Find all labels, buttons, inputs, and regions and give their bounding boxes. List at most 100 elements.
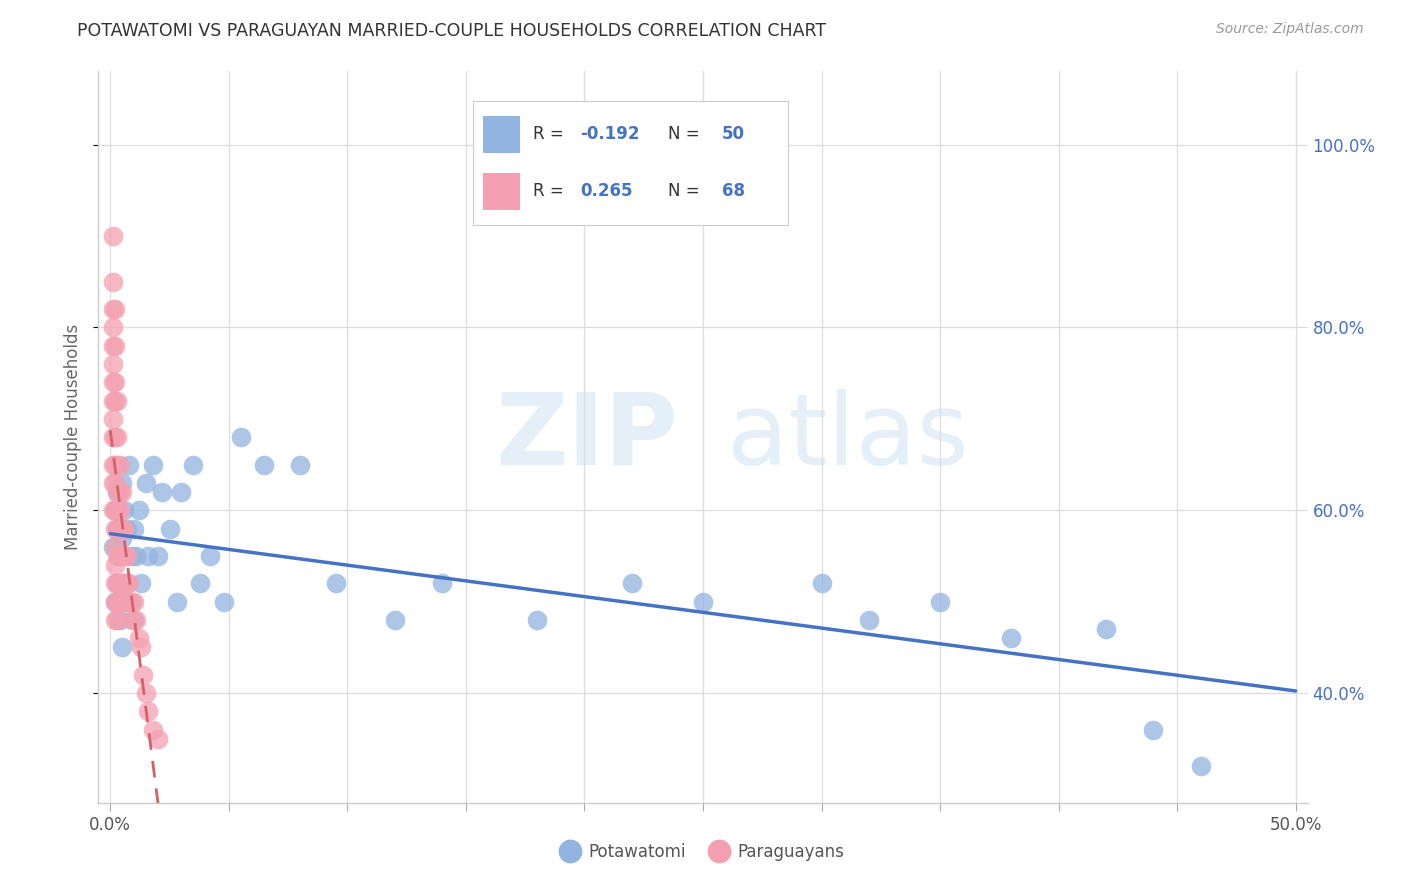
Point bbox=[111, 576, 134, 591]
Point bbox=[101, 301, 124, 317]
Point bbox=[111, 475, 134, 490]
Point bbox=[104, 475, 127, 490]
Point bbox=[115, 576, 138, 591]
Point bbox=[111, 549, 134, 563]
Point bbox=[108, 594, 131, 608]
Point bbox=[136, 549, 159, 563]
Point bbox=[129, 640, 152, 655]
Point bbox=[111, 594, 134, 608]
Point bbox=[101, 430, 124, 444]
Point bbox=[108, 549, 131, 563]
Point bbox=[101, 228, 124, 243]
Point bbox=[104, 521, 127, 535]
Point bbox=[146, 549, 169, 563]
Point bbox=[190, 576, 212, 591]
Point bbox=[101, 357, 124, 371]
Point bbox=[125, 613, 148, 627]
Point bbox=[159, 521, 181, 535]
Point bbox=[181, 458, 204, 472]
Point bbox=[108, 458, 131, 472]
Point bbox=[104, 503, 127, 517]
Point bbox=[118, 594, 141, 608]
Point bbox=[104, 540, 127, 554]
Point bbox=[104, 503, 127, 517]
Point bbox=[105, 503, 128, 517]
Point bbox=[108, 485, 131, 500]
Point bbox=[146, 731, 169, 746]
Text: POTAWATOMI VS PARAGUAYAN MARRIED-COUPLE HOUSEHOLDS CORRELATION CHART: POTAWATOMI VS PARAGUAYAN MARRIED-COUPLE … bbox=[77, 22, 827, 40]
Point bbox=[118, 576, 141, 591]
Point bbox=[384, 613, 406, 627]
Text: atlas: atlas bbox=[727, 389, 969, 485]
Point bbox=[858, 613, 880, 627]
Point bbox=[101, 503, 124, 517]
Point bbox=[253, 458, 276, 472]
Point bbox=[104, 594, 127, 608]
Point bbox=[104, 430, 127, 444]
Legend: Potawatomi, Paraguayans: Potawatomi, Paraguayans bbox=[555, 837, 851, 868]
Point bbox=[121, 549, 143, 563]
Point bbox=[105, 458, 128, 472]
Point bbox=[105, 613, 128, 627]
Point bbox=[122, 521, 145, 535]
Point bbox=[108, 503, 131, 517]
Point bbox=[108, 613, 131, 627]
Point bbox=[118, 594, 141, 608]
Point bbox=[170, 485, 193, 500]
Point bbox=[104, 613, 127, 627]
Point bbox=[104, 458, 127, 472]
Point bbox=[125, 549, 148, 563]
Point bbox=[115, 594, 138, 608]
Point bbox=[325, 576, 347, 591]
Point bbox=[101, 412, 124, 426]
Point bbox=[104, 594, 127, 608]
Point bbox=[101, 393, 124, 408]
Point bbox=[101, 376, 124, 390]
Point bbox=[129, 576, 152, 591]
Point bbox=[108, 549, 131, 563]
Point bbox=[810, 576, 832, 591]
Point bbox=[1095, 622, 1118, 636]
Point bbox=[111, 521, 134, 535]
Point bbox=[212, 594, 235, 608]
Point bbox=[432, 576, 454, 591]
Point bbox=[101, 275, 124, 289]
Point bbox=[114, 521, 136, 535]
Point bbox=[114, 549, 136, 563]
Point bbox=[111, 640, 134, 655]
Point bbox=[101, 320, 124, 334]
Point bbox=[118, 458, 141, 472]
Y-axis label: Married-couple Households: Married-couple Households bbox=[65, 324, 83, 550]
Point bbox=[104, 301, 127, 317]
Point bbox=[122, 594, 145, 608]
Point bbox=[122, 613, 145, 627]
Point bbox=[114, 503, 136, 517]
Point bbox=[104, 558, 127, 573]
Point bbox=[111, 485, 134, 500]
Point bbox=[142, 458, 165, 472]
Point bbox=[105, 549, 128, 563]
Point bbox=[620, 576, 643, 591]
Point bbox=[105, 576, 128, 591]
Point bbox=[929, 594, 952, 608]
Point bbox=[105, 430, 128, 444]
Point bbox=[166, 594, 188, 608]
Point bbox=[136, 705, 159, 719]
Point bbox=[132, 667, 155, 681]
Point bbox=[128, 503, 150, 517]
Point bbox=[104, 576, 127, 591]
Point bbox=[105, 521, 128, 535]
Point bbox=[105, 485, 128, 500]
Point bbox=[101, 338, 124, 352]
Point bbox=[105, 594, 128, 608]
Point bbox=[135, 475, 157, 490]
Point bbox=[128, 632, 150, 646]
Point bbox=[108, 521, 131, 535]
Point bbox=[105, 576, 128, 591]
Point bbox=[105, 393, 128, 408]
Point bbox=[105, 485, 128, 500]
Point bbox=[108, 576, 131, 591]
Point bbox=[104, 376, 127, 390]
Point bbox=[142, 723, 165, 737]
Point bbox=[104, 338, 127, 352]
